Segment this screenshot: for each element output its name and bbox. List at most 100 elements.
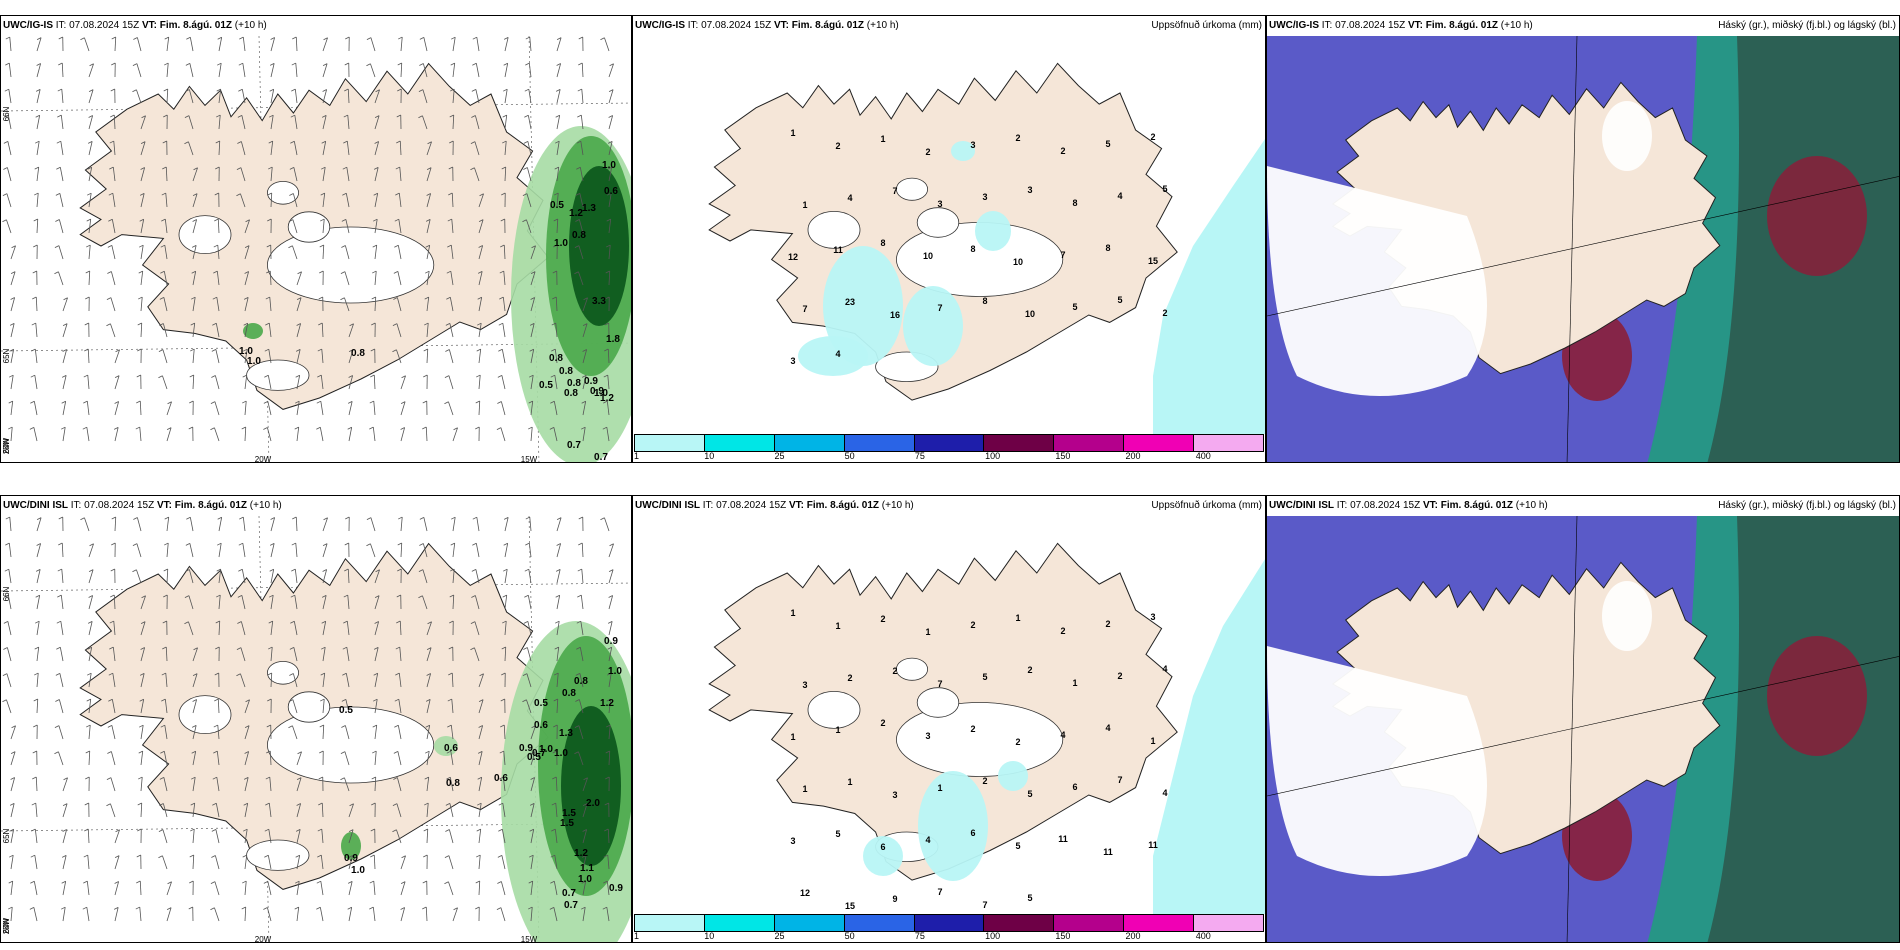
- wind-barb: [397, 88, 402, 104]
- wind-barb: [471, 569, 480, 584]
- map-canvas: [1267, 35, 1899, 462]
- wind-barb: [215, 620, 221, 636]
- wind-barb: [56, 620, 64, 636]
- wind-barb: [529, 854, 534, 870]
- wind-barb: [348, 803, 354, 818]
- wind-barb: [61, 426, 66, 442]
- panel-title: Háský (gr.), miðský (fj.bl.) og lágský (…: [1718, 20, 1896, 31]
- wind-barb: [217, 36, 223, 52]
- low-cloud-area: [1602, 581, 1652, 651]
- wind-barb: [136, 880, 142, 896]
- panel-header: UWC/DINI ISL IT: 07.08.2024 15Z VT: Fim.…: [1267, 496, 1899, 516]
- wind-barb: [522, 699, 532, 714]
- wind-barb: [267, 698, 272, 714]
- wind-barb: [392, 803, 402, 818]
- precip-value-label: 2: [1162, 308, 1167, 318]
- precip-value-label: 3: [982, 192, 987, 202]
- precip-value-label: 3: [1150, 612, 1155, 622]
- legend-color-swatch: [704, 915, 775, 931]
- wind-barb: [9, 374, 14, 390]
- wind-barb: [316, 880, 324, 896]
- wind-barb: [347, 426, 353, 442]
- wind-barb: [5, 36, 12, 52]
- wind-barb: [264, 348, 272, 364]
- wind-barb: [2, 673, 12, 688]
- wind-barb: [88, 63, 94, 78]
- wind-barb: [290, 620, 298, 636]
- latitude-label: 66N: [2, 106, 11, 121]
- wind-barb: [85, 270, 91, 286]
- wind-barb: [243, 802, 249, 818]
- wind-barb: [56, 646, 64, 662]
- latitude-label: 64N: [2, 438, 11, 453]
- wind-barb: [576, 166, 584, 182]
- wind-barb: [530, 751, 536, 766]
- wind-barb: [604, 322, 610, 338]
- legend-color-swatch: [914, 915, 985, 931]
- wind-barb: [61, 400, 67, 416]
- wind-barb: [530, 297, 536, 312]
- legend-color-swatch: [1124, 435, 1195, 451]
- latitude-label: 64N: [2, 918, 11, 933]
- wind-barb: [392, 349, 402, 364]
- wind-barb: [496, 907, 506, 922]
- precip-value-label: 11: [833, 245, 843, 255]
- precip-value-label: 2: [1060, 146, 1065, 156]
- precip-value-label: 0.5: [539, 380, 553, 391]
- issue-time: IT: 07.08.2024 15Z: [55, 20, 140, 31]
- precip-area: [951, 141, 975, 161]
- wind-barb: [239, 516, 246, 532]
- precip-value-label: 8: [1105, 243, 1110, 253]
- wind-barb: [132, 543, 142, 558]
- wind-barb: [3, 167, 12, 182]
- wind-barb: [132, 63, 142, 78]
- precip-area: [561, 706, 621, 866]
- precip-value-label: 0.7: [564, 900, 578, 911]
- lon-gridline: [1566, 35, 1578, 462]
- latitude-label: 25W: [2, 917, 11, 934]
- wind-barb: [556, 517, 562, 532]
- wind-barb: [295, 854, 301, 870]
- precip-value-label: 2: [835, 141, 840, 151]
- precip-value-label: 4: [1117, 191, 1122, 201]
- wind-barb: [158, 349, 168, 364]
- precip-value-label: 1: [925, 627, 930, 637]
- wind-barb: [530, 271, 536, 286]
- precip-value-label: 2: [1117, 671, 1122, 681]
- wind-barb: [423, 828, 429, 844]
- wind-barb: [210, 907, 220, 922]
- wind-barb: [269, 88, 275, 104]
- precip-value-label: 5: [1105, 139, 1110, 149]
- precip-value-label: 11: [1103, 847, 1113, 857]
- wind-barb: [292, 36, 298, 52]
- precip-value-label: 3: [892, 790, 897, 800]
- precip-value-label: 2: [1150, 132, 1155, 142]
- legend-tick-label: 200: [1125, 931, 1141, 941]
- wind-barb: [370, 828, 376, 844]
- wind-barb: [108, 218, 116, 234]
- legend-color-swatch: [1194, 915, 1264, 931]
- low-cloud-area: [1267, 646, 1487, 876]
- wind-barb: [107, 271, 116, 286]
- issue-time: IT: 07.08.2024 15Z: [687, 20, 772, 31]
- wind-barb: [190, 322, 196, 338]
- precip-value-label: 0.7: [562, 888, 576, 899]
- precip-value-label: 7: [1060, 250, 1065, 260]
- wind-barb: [605, 296, 610, 312]
- wind-barb: [158, 829, 168, 844]
- wind-barb: [244, 219, 250, 234]
- precip-value-label: 1.0: [608, 666, 622, 677]
- wind-barb: [86, 698, 92, 714]
- wind-barb: [606, 698, 612, 714]
- wind-barb: [374, 569, 380, 584]
- precip-value-label: 0.5: [339, 705, 353, 716]
- precip-value-label: 5: [1015, 841, 1020, 851]
- wind-barb: [400, 881, 406, 896]
- wind-barb: [450, 568, 455, 584]
- wind-barb: [31, 322, 38, 338]
- longitude-label: 20W: [255, 935, 272, 943]
- wind-barb: [341, 245, 350, 260]
- wind-barb: [477, 296, 483, 312]
- precip-value-label: 1.0: [247, 356, 261, 367]
- wind-barb: [107, 751, 116, 766]
